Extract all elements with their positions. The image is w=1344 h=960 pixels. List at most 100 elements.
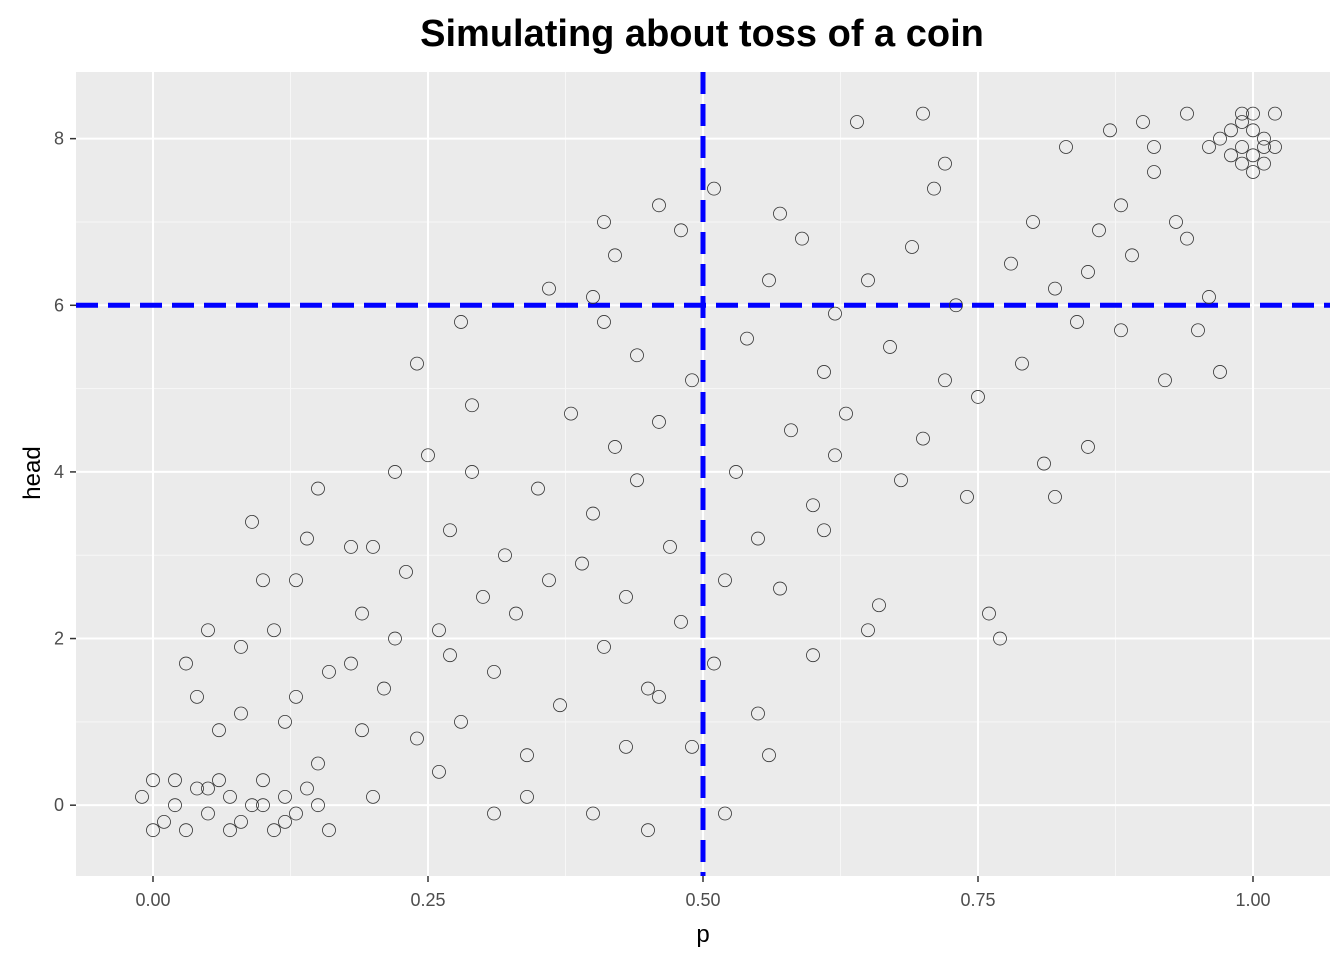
data-point — [201, 806, 215, 821]
data-point — [1246, 148, 1260, 163]
data-point — [1125, 248, 1139, 263]
data-point — [1147, 140, 1161, 154]
data-point — [707, 181, 721, 196]
data-point — [542, 573, 556, 588]
y-axis-title: head — [19, 446, 46, 499]
data-point — [938, 373, 952, 388]
data-point — [190, 781, 204, 796]
data-point — [432, 623, 446, 638]
data-point — [564, 406, 578, 421]
data-point — [366, 789, 380, 804]
data-point — [1004, 256, 1018, 271]
data-point — [454, 315, 468, 329]
data-point — [1246, 165, 1260, 179]
data-point — [597, 215, 611, 229]
data-point — [1081, 440, 1095, 454]
x-tick-label: 0.50 — [685, 890, 720, 910]
data-point — [1257, 140, 1271, 154]
x-axis-tick-labels: 0.00 0.25 0.50 0.75 1.00 — [135, 890, 1270, 910]
data-point — [146, 773, 160, 788]
data-point — [421, 448, 435, 463]
data-point — [1114, 323, 1128, 338]
data-point — [982, 606, 996, 621]
data-point — [212, 723, 226, 738]
data-point — [652, 689, 666, 704]
data-point — [685, 373, 699, 388]
data-point — [311, 756, 325, 771]
data-point — [586, 290, 600, 304]
data-point — [1224, 148, 1238, 163]
data-point — [586, 506, 600, 521]
data-point — [1103, 123, 1117, 138]
data-point — [608, 248, 622, 263]
data-point — [652, 415, 666, 429]
data-point — [168, 798, 182, 813]
data-point — [674, 223, 688, 238]
data-point — [498, 548, 512, 563]
data-point — [465, 398, 479, 413]
data-point — [289, 689, 303, 704]
data-point — [245, 515, 259, 529]
data-point — [267, 823, 281, 838]
data-point — [300, 781, 314, 796]
data-point — [1048, 490, 1062, 504]
data-point — [850, 115, 864, 129]
data-point — [619, 739, 633, 754]
data-point — [256, 573, 270, 588]
data-point — [1235, 156, 1249, 171]
data-point — [223, 789, 237, 804]
data-point — [377, 681, 391, 696]
data-point — [278, 789, 292, 804]
data-point — [916, 106, 930, 121]
data-point — [619, 589, 633, 604]
data-point — [1048, 281, 1062, 296]
data-point — [410, 731, 424, 746]
data-point — [366, 540, 380, 554]
data-point — [949, 298, 963, 313]
data-point — [762, 748, 776, 763]
data-point — [916, 431, 930, 446]
data-point — [344, 540, 358, 554]
y-tick-label: 6 — [54, 295, 64, 315]
data-point — [1202, 290, 1216, 304]
data-point — [234, 814, 248, 829]
data-point — [311, 481, 325, 496]
data-point — [1268, 140, 1282, 154]
data-point — [1147, 165, 1161, 179]
data-point — [1202, 140, 1216, 154]
data-point — [212, 773, 226, 788]
x-tick-label: 0.75 — [960, 890, 995, 910]
data-point — [817, 523, 831, 538]
data-point — [817, 365, 831, 379]
data-point — [597, 639, 611, 654]
x-tick-label: 0.25 — [410, 890, 445, 910]
data-point — [1059, 140, 1073, 154]
data-point — [443, 523, 457, 538]
data-point — [674, 614, 688, 629]
data-point — [1180, 231, 1194, 246]
data-point — [971, 390, 985, 404]
data-point — [718, 573, 732, 588]
data-point — [806, 498, 820, 513]
data-point — [1257, 156, 1271, 171]
data-point — [872, 598, 886, 613]
data-point — [927, 181, 941, 196]
data-point — [652, 198, 666, 213]
data-point — [399, 564, 413, 579]
data-point — [1191, 323, 1205, 338]
data-point — [344, 656, 358, 671]
data-point — [905, 240, 919, 254]
data-point — [630, 473, 644, 488]
data-point — [520, 789, 534, 804]
data-point — [553, 698, 567, 713]
data-point — [894, 473, 908, 488]
data-point — [168, 773, 182, 788]
data-point — [245, 798, 259, 813]
x-axis-title: p — [696, 921, 709, 948]
data-point — [1235, 115, 1249, 129]
data-point — [234, 639, 248, 654]
data-point — [267, 623, 281, 638]
data-point — [707, 656, 721, 671]
data-point — [1026, 215, 1040, 229]
